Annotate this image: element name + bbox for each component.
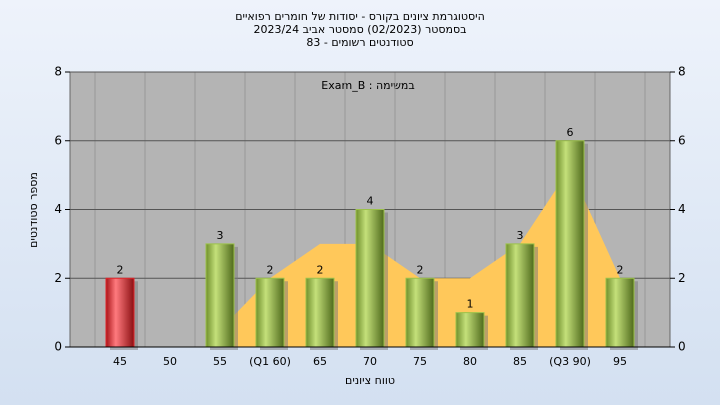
chart-title: היסטוגרמת ציונים בקורס - יסודות של חומרי…: [235, 10, 485, 23]
x-tick-label: 65: [313, 355, 327, 368]
x-tick-label: 55: [213, 355, 227, 368]
x-axis-label: טווח ציונים: [345, 374, 395, 387]
y-tick-label: 6: [54, 133, 62, 147]
value-label: 2: [317, 263, 324, 276]
x-tick-label: 70: [363, 355, 377, 368]
annotation: במשימה : Exam_B: [321, 79, 414, 92]
y2-tick-label: 2: [678, 271, 686, 285]
bar: [455, 312, 485, 348]
bar: [205, 243, 235, 348]
bar: [605, 277, 635, 348]
y2-tick-label: 4: [678, 202, 686, 216]
y2-tick-label: 0: [678, 340, 686, 354]
bar: [505, 243, 535, 348]
y-axis-label: מספר סטודנטים: [27, 172, 40, 248]
x-tick-label: 50: [163, 355, 177, 368]
value-label: 2: [417, 263, 424, 276]
value-label: 3: [217, 229, 224, 242]
y-tick-label: 8: [54, 65, 62, 79]
x-tick-label: 45: [113, 355, 127, 368]
value-label: 2: [117, 263, 124, 276]
value-label: 3: [517, 229, 524, 242]
bar: [355, 209, 385, 348]
x-tick-label: 75: [413, 355, 427, 368]
x-tick-label: 95: [613, 355, 627, 368]
chart-subtitle: בסמסטר (02/2023) סמסטר אביב 2023/24: [253, 23, 466, 36]
value-label: 4: [367, 195, 374, 208]
value-label: 2: [267, 263, 274, 276]
y-tick-label: 2: [54, 271, 62, 285]
chart-subtitle: סטודנטים רשומים - 83: [306, 36, 413, 49]
x-tick-label: 85: [513, 355, 527, 368]
x-tick-label: 80: [463, 355, 477, 368]
value-label: 1: [467, 298, 474, 311]
y2-tick-label: 8: [678, 65, 686, 79]
x-tick-label: (Q3 90): [549, 355, 591, 368]
value-label: 2: [617, 263, 624, 276]
bar: [305, 277, 335, 348]
value-label: 6: [567, 126, 574, 139]
bar: [405, 277, 435, 348]
y-tick-label: 4: [54, 202, 62, 216]
bar: [555, 140, 585, 348]
bar: [105, 277, 135, 348]
y-tick-label: 0: [54, 340, 62, 354]
bar: [255, 277, 285, 348]
x-tick-label: (Q1 60): [249, 355, 291, 368]
y2-tick-label: 6: [678, 133, 686, 147]
